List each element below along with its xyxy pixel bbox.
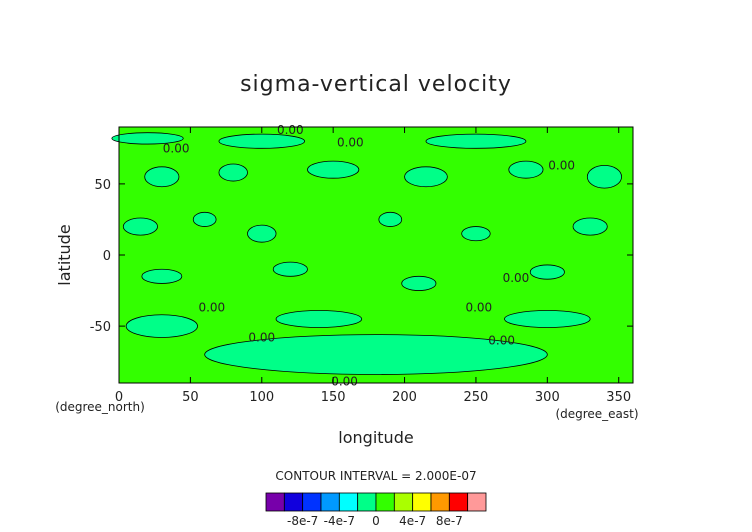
contour-label-8: 0.00 xyxy=(488,333,515,347)
field-region-11 xyxy=(247,224,277,243)
field-region-10 xyxy=(192,211,217,227)
contour-label-2: 0.00 xyxy=(163,141,190,155)
field-region-13 xyxy=(461,226,491,242)
colorbar-swatch-1 xyxy=(283,492,304,512)
x-tick-label-0: 0 xyxy=(115,390,123,405)
x-tick-label-3: 150 xyxy=(321,390,346,405)
colorbar-swatch-10 xyxy=(448,492,469,512)
plot-area: 0.00 0.00 0.00 0.00 0.00 0.00 0.00 0.00 0.00 0.00 xyxy=(111,123,634,389)
field-region-9 xyxy=(122,217,158,236)
x-tick-label-1: 50 xyxy=(182,390,199,405)
y-axis-label: latitude xyxy=(55,224,74,285)
colorbar-swatch-4 xyxy=(338,492,359,512)
colorbar-swatch-5 xyxy=(357,492,377,512)
field-region-22 xyxy=(204,334,548,375)
field-region-21 xyxy=(504,310,591,328)
contour-label-3: 0.00 xyxy=(548,158,575,172)
colorbar-swatch-8 xyxy=(412,492,432,512)
colorbar-swatch-6 xyxy=(375,492,395,512)
x-tick-label-5: 250 xyxy=(464,390,489,405)
colorbar-swatch-2 xyxy=(302,492,322,512)
contour-label-6: 0.00 xyxy=(198,301,225,315)
y-tick-label-1: 0 xyxy=(103,249,111,264)
colorbar xyxy=(265,492,487,512)
x-axis-label: longitude xyxy=(338,428,413,447)
y-axis: -50 0 50 xyxy=(90,178,633,335)
contour-interval: CONTOUR INTERVAL = 2.000E-07 xyxy=(275,469,476,483)
field-region-1 xyxy=(218,133,306,149)
field-region-15 xyxy=(141,268,183,284)
colorbar-ticks: -8e-7 -4e-7 0 4e-7 8e-7 xyxy=(287,514,463,528)
colorbar-tick-label-4: 8e-7 xyxy=(436,514,463,528)
field-region-16 xyxy=(272,261,308,277)
x-axis: 0 50 100 150 200 250 300 350 xyxy=(115,127,631,405)
field-region-2 xyxy=(425,133,527,149)
colorbar-tick-label-2: 0 xyxy=(372,514,380,528)
colorbar-swatch-7 xyxy=(393,492,414,512)
colorbar-tick-label-3: 4e-7 xyxy=(399,514,426,528)
field-region-12 xyxy=(378,211,403,227)
contour-labels: 0.00 0.00 0.00 0.00 0.00 0.00 0.00 0.00 0.00 0.00 xyxy=(163,123,575,389)
x-tick-label-7: 350 xyxy=(606,390,631,405)
contour-label-4: 0.00 xyxy=(503,271,530,285)
y-tick-label-2: 50 xyxy=(94,178,111,193)
field-region-5 xyxy=(307,160,360,179)
colorbar-swatch-3 xyxy=(320,492,340,512)
field-region-3 xyxy=(144,166,180,188)
chart-title: sigma-vertical velocity xyxy=(240,72,512,97)
contour-label-0: 0.00 xyxy=(277,123,304,137)
field-region-19 xyxy=(125,314,198,338)
field-region-0 xyxy=(111,132,184,145)
field-region-8 xyxy=(586,164,622,189)
x-tick-label-2: 100 xyxy=(249,390,274,405)
field-region-20 xyxy=(275,310,363,328)
x-unit-label: (degree_east) xyxy=(555,407,638,421)
colorbar-swatch-11 xyxy=(467,492,487,512)
y-tick-label-0: -50 xyxy=(90,320,111,335)
y-unit-label: (degree_north) xyxy=(55,400,145,414)
field-region-7 xyxy=(508,160,544,179)
contour-label-5: 0.00 xyxy=(465,301,492,315)
colorbar-tick-label-0: -8e-7 xyxy=(287,514,318,528)
field-region-4 xyxy=(218,163,248,182)
field-region-17 xyxy=(401,275,437,291)
field-regions xyxy=(111,132,622,375)
colorbar-swatch-9 xyxy=(430,492,450,512)
contour-label-9: 0.00 xyxy=(331,375,358,389)
x-tick-label-6: 300 xyxy=(535,390,560,405)
colorbar-tick-label-1: -4e-7 xyxy=(324,514,355,528)
contour-label-1: 0.00 xyxy=(337,136,364,150)
field-region-18 xyxy=(529,264,565,280)
field-region-14 xyxy=(572,217,608,236)
field-region-6 xyxy=(404,166,448,188)
colorbar-swatch-0 xyxy=(265,492,285,512)
contour-label-7: 0.00 xyxy=(248,330,275,344)
x-tick-label-4: 200 xyxy=(392,390,417,405)
